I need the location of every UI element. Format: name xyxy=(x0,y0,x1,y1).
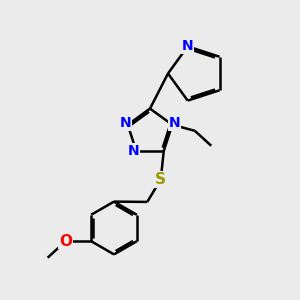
Text: O: O xyxy=(59,234,72,249)
Text: N: N xyxy=(119,116,131,130)
Text: N: N xyxy=(182,39,194,53)
Text: N: N xyxy=(169,116,181,130)
Text: N: N xyxy=(128,144,140,158)
Text: S: S xyxy=(155,172,166,187)
